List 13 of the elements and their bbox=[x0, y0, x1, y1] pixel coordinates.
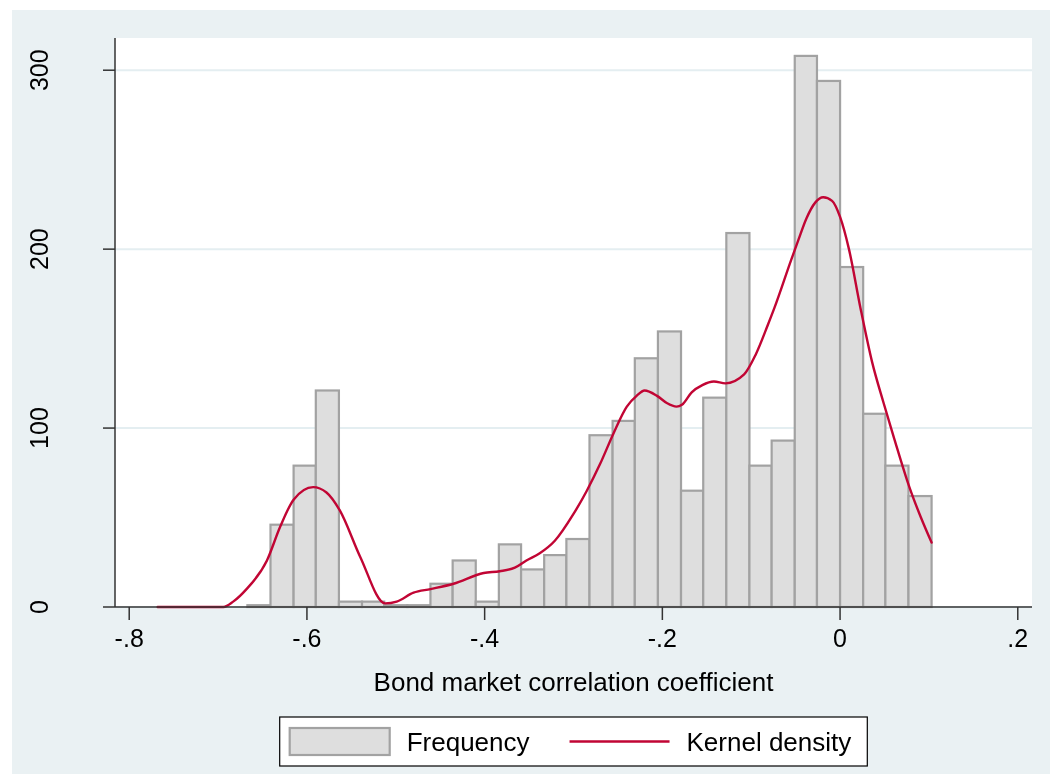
x-tick-label: -.8 bbox=[114, 624, 144, 652]
x-tick-label: 0 bbox=[833, 624, 848, 652]
x-tick-label: -.6 bbox=[292, 624, 322, 652]
x-axis-title: Bond market correlation coefficient bbox=[373, 667, 775, 697]
x-tick-label: -.2 bbox=[647, 624, 677, 652]
x-tick-label: .2 bbox=[1007, 624, 1029, 652]
legend-label: Frequency bbox=[406, 726, 530, 757]
y-tick-label: 0 bbox=[25, 600, 53, 614]
y-tick-label: 200 bbox=[25, 228, 53, 270]
x-tick-label: -.4 bbox=[470, 624, 500, 652]
y-tick-label: 300 bbox=[25, 49, 53, 92]
legend-label: Kernel density bbox=[686, 726, 852, 757]
y-tick-label: 100 bbox=[25, 407, 53, 449]
